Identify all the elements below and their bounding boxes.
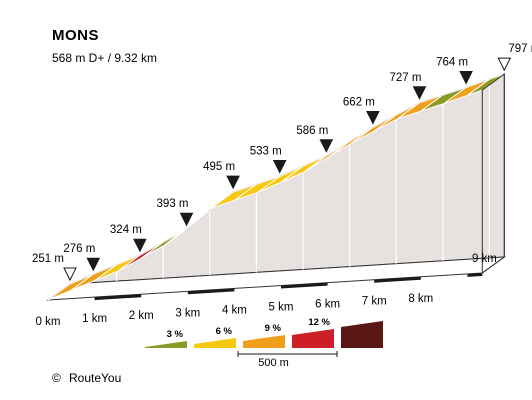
elevation-label: 586 m bbox=[296, 125, 328, 137]
legend-band-swatch bbox=[145, 341, 187, 348]
legend-band-swatch bbox=[194, 338, 236, 348]
elevation-label: 393 m bbox=[157, 198, 189, 210]
elevation-marker bbox=[133, 238, 147, 253]
km-tick-label: 8 km bbox=[408, 293, 433, 305]
chart-subtitle: 568 m D+ / 9.32 km bbox=[52, 51, 157, 65]
km-scale-tick bbox=[187, 288, 235, 295]
elevation-marker bbox=[366, 111, 380, 125]
legend-band-label: 9 % bbox=[265, 323, 282, 334]
legend-band-swatch bbox=[292, 329, 334, 348]
km-scale-tick bbox=[281, 282, 328, 289]
chart-title: MONS bbox=[52, 27, 99, 44]
km-tick-label: 6 km bbox=[315, 299, 340, 311]
elevation-label: 276 m bbox=[63, 243, 95, 255]
km-tick-label: 2 km bbox=[129, 310, 154, 322]
km-scale-tick bbox=[467, 273, 483, 277]
elevation-label: 727 m bbox=[390, 72, 422, 84]
marker-layer bbox=[63, 57, 512, 282]
elevation-marker bbox=[319, 139, 334, 153]
elevation-label: 495 m bbox=[203, 161, 235, 173]
km-tick-label: 4 km bbox=[222, 304, 247, 316]
elevation-marker bbox=[412, 86, 427, 100]
legend-band-swatch bbox=[243, 335, 285, 348]
elevation-label: 764 m bbox=[436, 56, 468, 68]
elevation-label: 662 m bbox=[343, 96, 375, 108]
km-tick-label: 0 km bbox=[36, 316, 61, 328]
profile-layer bbox=[46, 73, 506, 301]
elevation-label: 324 m bbox=[110, 224, 142, 236]
legend-band-label: 6 % bbox=[216, 326, 233, 337]
elevation-label: 251 m bbox=[32, 253, 64, 265]
elevation-marker bbox=[63, 267, 77, 282]
elevation-marker bbox=[86, 257, 101, 272]
elevation-label: 797 m bbox=[508, 43, 532, 55]
legend-band-swatch bbox=[341, 321, 383, 348]
legend: 3 % 6 % 9 % 12 % 500 m bbox=[145, 317, 383, 369]
km-tick-label: 1 km bbox=[82, 313, 107, 325]
km-scale-tick bbox=[374, 276, 421, 283]
elevation-marker bbox=[179, 212, 194, 227]
elevation-marker bbox=[497, 57, 512, 72]
profile-end-face bbox=[481, 73, 505, 274]
legend-scale-label: 500 m bbox=[258, 357, 289, 369]
legend-band-label: 3 % bbox=[167, 329, 184, 340]
label-layer: 0 km 1 km 2 km 3 km 4 km 5 km 6 km 7 km 8 km 9 km… bbox=[32, 43, 532, 328]
km-tick-label: 5 km bbox=[269, 302, 294, 314]
km-scale-tick bbox=[94, 294, 142, 301]
copyright-symbol: © bbox=[52, 371, 61, 385]
elevation-label: 533 m bbox=[250, 145, 282, 157]
elevation-marker bbox=[226, 175, 240, 190]
km-tick-label: 9 km bbox=[472, 253, 497, 265]
credit-text: RouteYou bbox=[69, 371, 121, 385]
km-tick-label: 7 km bbox=[362, 296, 387, 308]
km-tick-label: 3 km bbox=[175, 307, 200, 319]
elevation-marker bbox=[459, 71, 473, 85]
legend-band-label: 12 % bbox=[308, 317, 330, 328]
elevation-marker bbox=[272, 160, 287, 174]
